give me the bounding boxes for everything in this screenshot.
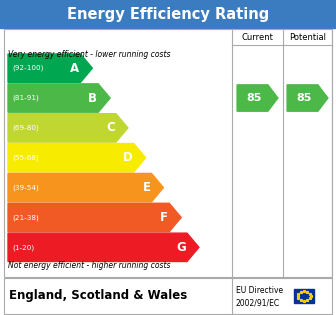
Bar [4,29,332,277]
Text: 85: 85 [297,93,312,103]
Polygon shape [8,174,163,202]
Text: England, Scotland & Wales: England, Scotland & Wales [9,289,187,302]
Text: Energy Efficiency Rating: Energy Efficiency Rating [67,7,269,21]
Polygon shape [8,233,199,261]
Polygon shape [8,144,145,172]
Bar [0,28,336,277]
Text: Very energy efficient - lower running costs: Very energy efficient - lower running co… [8,50,170,59]
Polygon shape [287,85,328,111]
Text: A: A [70,62,79,75]
Text: E: E [142,181,151,194]
Bar [0,0,336,28]
Text: Not energy efficient - higher running costs: Not energy efficient - higher running co… [8,261,170,271]
Text: (81-91): (81-91) [12,95,39,101]
Text: EU Directive: EU Directive [236,286,283,295]
Bar [4,278,332,314]
Polygon shape [8,114,128,142]
Polygon shape [8,54,92,82]
Text: (1-20): (1-20) [12,244,34,250]
Text: 85: 85 [247,93,262,103]
Text: (69-80): (69-80) [12,125,39,131]
Text: G: G [176,241,186,254]
Text: (55-68): (55-68) [12,154,39,161]
Text: (21-38): (21-38) [12,214,39,221]
Bar [0,277,336,315]
Polygon shape [8,84,110,112]
Text: (39-54): (39-54) [12,184,39,191]
Polygon shape [237,85,278,111]
Text: C: C [106,121,115,135]
Text: Current: Current [242,32,274,42]
Text: Potential: Potential [289,32,326,42]
Text: D: D [123,151,133,164]
Text: B: B [88,92,97,105]
Text: F: F [160,211,168,224]
Polygon shape [8,203,181,232]
Text: (92-100): (92-100) [12,65,43,72]
Bar [294,289,314,303]
Text: 2002/91/EC: 2002/91/EC [236,298,280,307]
